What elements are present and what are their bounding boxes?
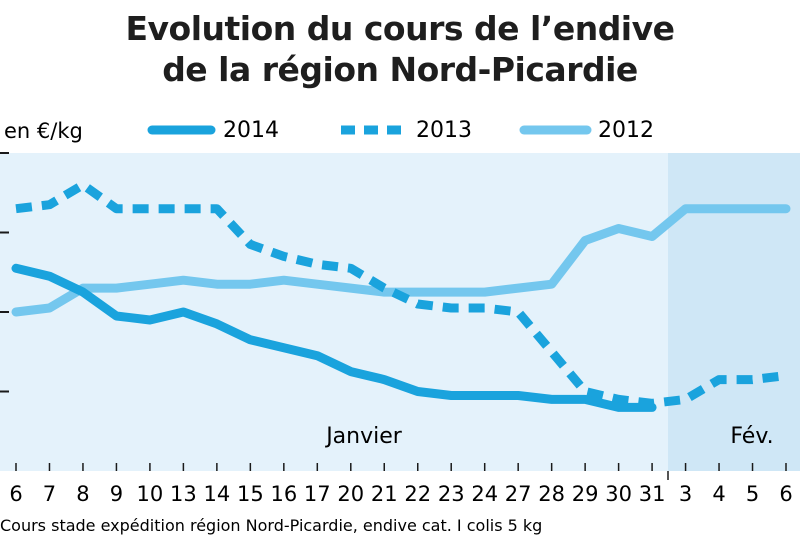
x-tick-label: 27	[505, 482, 532, 506]
x-tick-label: 22	[404, 482, 431, 506]
legend-label-2013: 2013	[416, 118, 472, 143]
x-tick-label: 6	[779, 482, 792, 506]
period-label-janvier: Janvier	[324, 424, 403, 449]
x-tick-label: 13	[170, 482, 197, 506]
x-tick-label: 15	[237, 482, 264, 506]
x-tick-label: 10	[137, 482, 164, 506]
period-label-fevrier: Fév.	[730, 424, 773, 449]
x-tick-label: 8	[76, 482, 89, 506]
y-axis-ticks	[0, 152, 9, 393]
x-tick-label: 23	[438, 482, 465, 506]
x-tick-label: 31	[639, 482, 666, 506]
series-line-2013	[15, 180, 787, 408]
x-tick-label: 17	[304, 482, 331, 506]
y-axis-label: en €/kg	[4, 119, 83, 143]
x-tick-label: 14	[204, 482, 231, 506]
x-tick-label: 9	[110, 482, 123, 506]
x-tick-label: 20	[337, 482, 364, 506]
legend-label-2012: 2012	[598, 118, 654, 143]
chart-title-line-2: de la région Nord-Picardie	[162, 50, 638, 89]
x-tick-label: 7	[43, 482, 56, 506]
x-tick-label: 30	[605, 482, 632, 506]
x-axis-ticks: 6 7 8 9 10 13 14 15 16 17 20 21 22 23 24 27 28 29 30 31 3 4 5 6	[9, 463, 793, 506]
series-line-2014	[11, 263, 657, 412]
legend: 2014 2013 2012	[147, 118, 654, 143]
x-tick-label: 21	[371, 482, 398, 506]
x-tick-label: 28	[538, 482, 565, 506]
x-tick-label: 24	[471, 482, 498, 506]
x-tick-label: 4	[712, 482, 725, 506]
x-tick-label: 5	[746, 482, 759, 506]
x-tick-label: 3	[679, 482, 692, 506]
series-layer	[11, 180, 791, 412]
source-note: Cours stade expédition région Nord-Picar…	[0, 516, 542, 535]
chart-title-line-1: Evolution du cours de l’endive	[125, 9, 675, 48]
legend-label-2014: 2014	[223, 118, 279, 143]
x-tick-label: 29	[572, 482, 599, 506]
x-tick-label: 16	[270, 482, 297, 506]
chart-title: Evolution du cours de l’endive de la rég…	[0, 8, 800, 90]
x-tick-label: 6	[9, 482, 22, 506]
